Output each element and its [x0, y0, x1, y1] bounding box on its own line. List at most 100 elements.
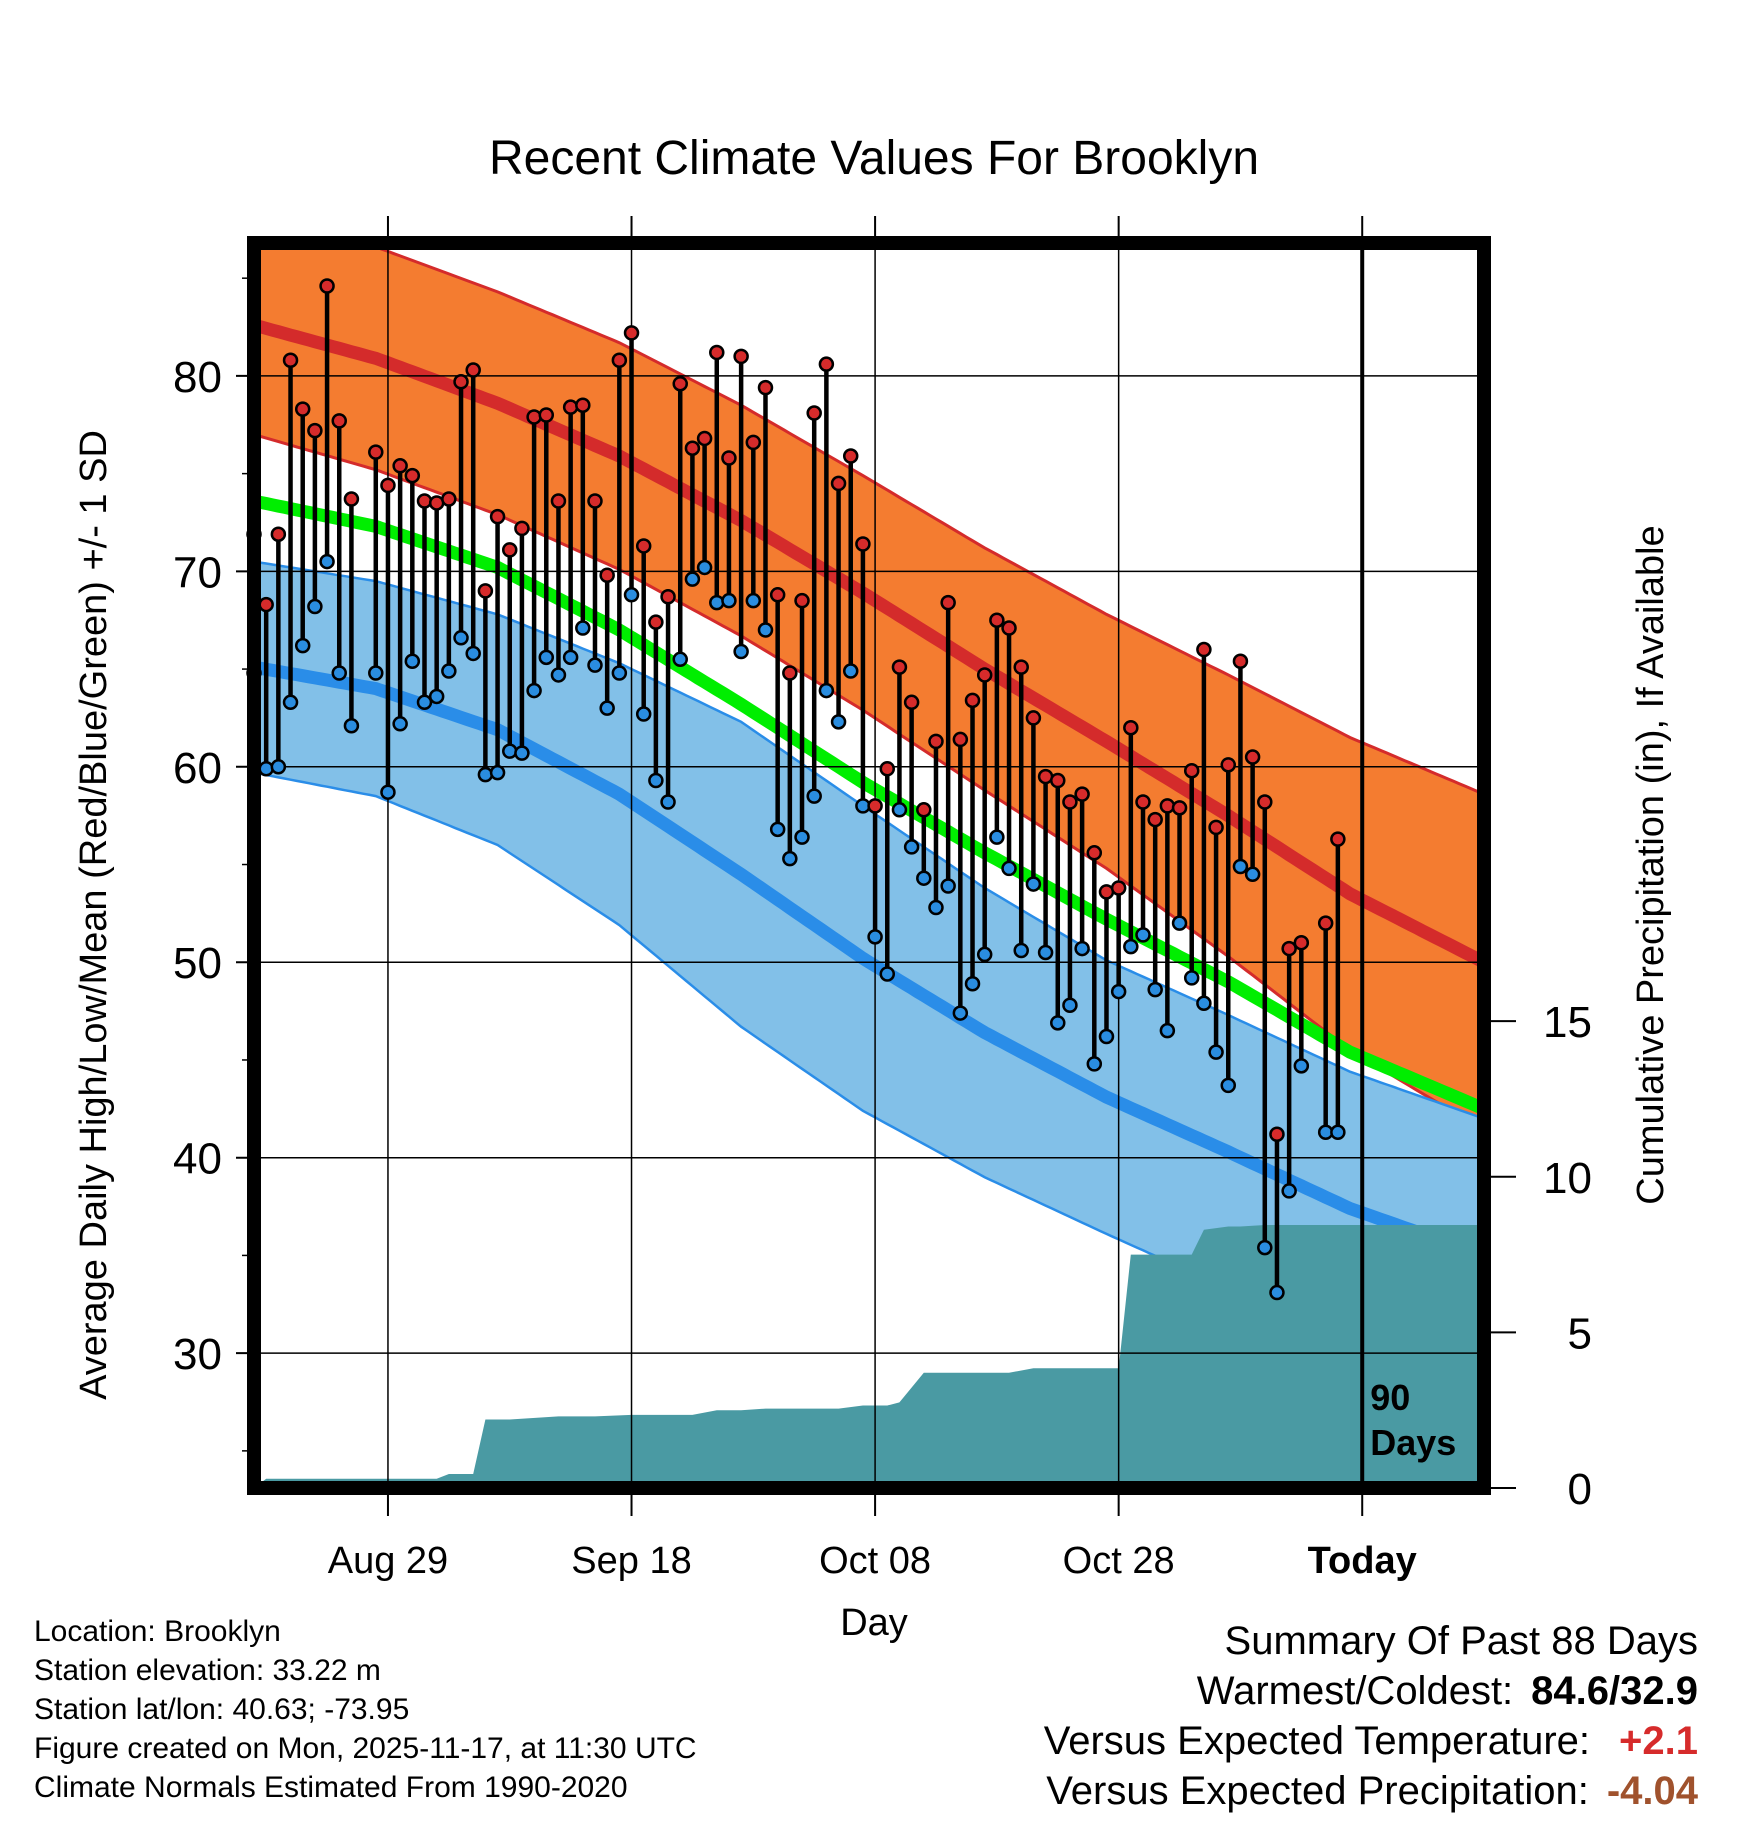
daily-low-point	[1098, 1028, 1115, 1045]
plot-frame	[247, 236, 1491, 1495]
daily-low-point	[672, 651, 688, 668]
daily-low-point	[709, 594, 725, 611]
daily-high-point	[989, 612, 1005, 628]
daily-low-point	[319, 553, 335, 570]
daily-low-point	[380, 784, 396, 800]
daily-high-point	[794, 592, 810, 609]
daily-high-point	[611, 352, 628, 369]
location-text: Location: Brooklyn	[34, 1615, 281, 1648]
daily-low-point	[1269, 1284, 1285, 1301]
daily-high-point	[282, 352, 299, 369]
summary-heading: Summary Of Past 88 Days	[1224, 1619, 1698, 1663]
y2-tick-label: 15	[1543, 998, 1592, 1047]
daily-high-point	[684, 440, 701, 456]
daily-low-point	[258, 761, 274, 777]
summary-precip: Versus Expected Precipitation: -4.04	[1044, 1766, 1698, 1816]
daily-high-point	[562, 399, 579, 415]
daily-low-point	[489, 764, 506, 781]
daily-high-point	[709, 344, 725, 361]
daily-low-point	[891, 802, 908, 818]
daily-low-point	[404, 653, 421, 670]
daily-high-point	[1123, 719, 1139, 736]
daily-low-point	[623, 587, 640, 603]
daily-low-point	[769, 821, 786, 838]
daily-low-point	[1013, 942, 1029, 959]
daily-high-point	[842, 448, 859, 464]
daily-low-point	[428, 688, 445, 705]
daily-high-point	[818, 356, 835, 372]
daily-high-point	[1013, 659, 1029, 675]
daily-low-point	[1159, 1022, 1176, 1039]
daily-high-point	[1135, 794, 1151, 810]
daily-high-point	[879, 761, 896, 777]
daily-high-point	[1244, 749, 1261, 765]
daily-high-point	[1281, 940, 1297, 957]
daily-low-point	[1037, 944, 1054, 961]
daily-low-point	[830, 714, 847, 730]
today-days-number: 90	[1370, 1377, 1410, 1418]
daily-low-point	[806, 788, 822, 804]
daily-low-point	[635, 706, 652, 722]
daily-high-point	[1001, 620, 1017, 636]
daily-low-point	[842, 663, 859, 679]
daily-low-point	[453, 630, 469, 646]
daily-high-point	[952, 731, 969, 748]
y2-tick-label: 0	[1568, 1465, 1592, 1514]
temp-label: Versus Expected Temperature:	[1043, 1719, 1590, 1763]
daily-high-point	[1232, 653, 1249, 670]
daily-high-point	[672, 375, 688, 392]
daily-low-point	[1062, 997, 1078, 1013]
daily-low-point	[416, 694, 433, 711]
precipitation-area	[254, 1225, 1484, 1488]
daily-high-point	[307, 422, 323, 439]
daily-low-point	[599, 700, 615, 716]
daily-high-point	[830, 475, 847, 492]
daily-low-point	[368, 665, 384, 681]
daily-low-point	[721, 592, 737, 609]
daily-high-point	[453, 374, 469, 390]
daily-high-point	[1220, 757, 1237, 773]
daily-low-point	[964, 975, 981, 992]
x-tick-label: Aug 29	[328, 1540, 448, 1582]
chart-title: Recent Climate Values For Brooklyn	[489, 132, 1259, 185]
daily-high-point	[1159, 798, 1176, 814]
y-tick-label: 40	[173, 1135, 222, 1184]
daily-high-point	[270, 526, 287, 542]
daily-high-point	[441, 491, 457, 507]
daily-low-point	[976, 946, 993, 963]
daily-high-point	[526, 409, 542, 425]
daily-high-point	[1074, 786, 1090, 802]
daily-low-point	[1220, 1077, 1237, 1094]
daily-low-point	[1110, 983, 1127, 1000]
daily-high-point	[501, 542, 518, 558]
elevation-text: Station elevation: 33.22 m	[34, 1654, 381, 1687]
latlon-text: Station lat/lon: 40.63; -73.95	[34, 1693, 410, 1726]
x-tick-label: Oct 08	[819, 1540, 931, 1582]
daily-low-point	[562, 649, 579, 666]
precip-value: -4.04	[1606, 1769, 1698, 1813]
daily-high-point	[648, 614, 664, 630]
daily-low-point	[477, 766, 494, 783]
daily-low-point	[331, 665, 347, 681]
daily-high-point	[696, 430, 713, 447]
daily-low-point	[1281, 1183, 1297, 1199]
x-tick-label: Today	[1308, 1540, 1417, 1582]
daily-high-point	[891, 659, 908, 675]
daily-high-point	[782, 665, 798, 681]
daily-low-point	[879, 966, 896, 982]
daily-low-point	[989, 829, 1005, 845]
y2-tick-label: 10	[1543, 1154, 1592, 1203]
daily-high-point	[1196, 641, 1212, 658]
daily-low-point	[867, 929, 883, 945]
daily-high-point	[319, 278, 335, 294]
daily-low-point	[1257, 1239, 1273, 1256]
daily-high-point	[294, 401, 311, 417]
y-axis-label: Average Daily High/Low/Mean (Red/Blue/Gr…	[73, 430, 115, 1400]
daily-high-point	[368, 444, 384, 460]
y2-tick-label: 5	[1568, 1309, 1592, 1358]
daily-high-point	[599, 567, 615, 584]
daily-high-point	[489, 508, 506, 525]
daily-high-point	[635, 538, 652, 554]
daily-low-point	[1074, 940, 1090, 957]
